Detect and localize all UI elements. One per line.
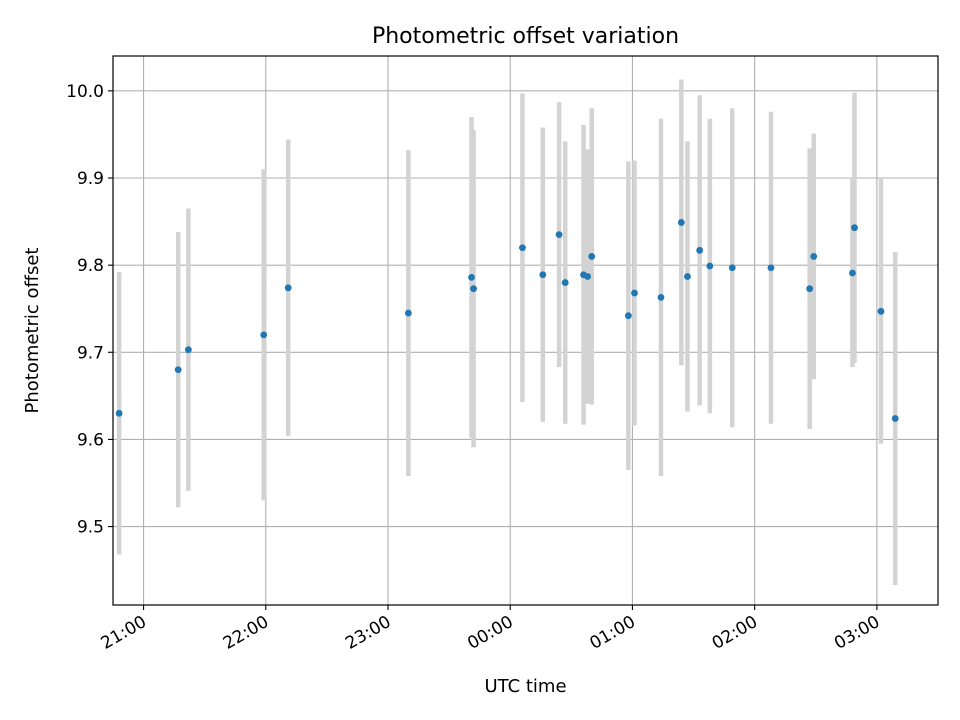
data-point: [561, 279, 569, 286]
y-tick-label: 9.5: [77, 518, 104, 538]
data-point: [728, 264, 736, 272]
data-point: [260, 331, 268, 339]
data-point: [624, 312, 632, 320]
data-point: [851, 224, 858, 232]
data-point: [555, 231, 563, 239]
y-tick-label: 9.8: [77, 256, 104, 276]
y-axis-label: Photometric offset: [22, 248, 43, 414]
x-axis-label: UTC time: [484, 676, 566, 697]
data-point: [810, 253, 818, 260]
data-point: [174, 366, 182, 374]
data-point: [588, 253, 596, 260]
data-point: [767, 264, 775, 272]
data-point: [877, 307, 885, 315]
data-point: [468, 273, 475, 281]
data-point: [539, 271, 547, 279]
data-point: [696, 246, 704, 254]
y-tick-label: 9.7: [77, 343, 104, 363]
data-point: [891, 415, 899, 422]
data-point: [404, 309, 412, 317]
data-points: [115, 219, 899, 422]
data-point: [519, 244, 526, 252]
data-point: [849, 269, 856, 277]
data-point: [115, 409, 123, 417]
y-tick-label: 9.9: [77, 169, 104, 189]
data-point: [284, 284, 292, 292]
data-point: [806, 285, 814, 293]
plot-frame: [112, 55, 939, 606]
data-point: [677, 219, 685, 226]
data-point: [706, 262, 714, 270]
data-point: [584, 273, 592, 280]
chart-title: Photometric offset variation: [372, 24, 679, 49]
data-point: [631, 289, 638, 297]
y-tick-label: 9.6: [77, 430, 104, 450]
data-point: [184, 346, 192, 354]
data-point: [657, 293, 665, 301]
y-tick-label: 10.0: [66, 82, 104, 102]
data-point: [470, 285, 477, 293]
data-point: [684, 273, 691, 280]
